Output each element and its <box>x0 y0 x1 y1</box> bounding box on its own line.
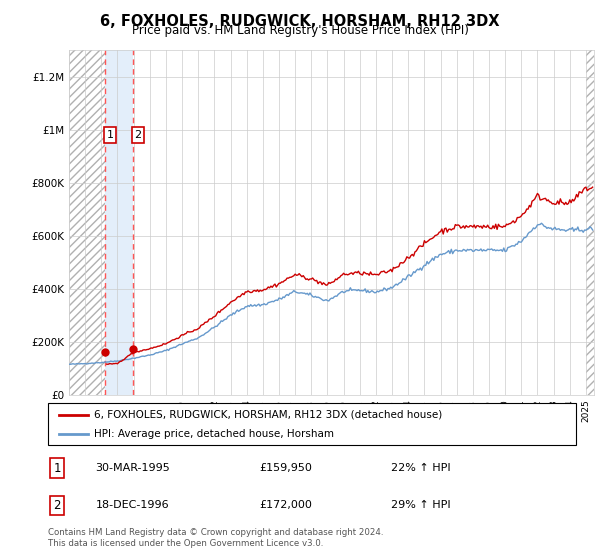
Text: Price paid vs. HM Land Registry's House Price Index (HPI): Price paid vs. HM Land Registry's House … <box>131 24 469 37</box>
Text: 22% ↑ HPI: 22% ↑ HPI <box>391 463 451 473</box>
Text: £172,000: £172,000 <box>259 501 312 510</box>
Text: 29% ↑ HPI: 29% ↑ HPI <box>391 501 451 510</box>
Text: 6, FOXHOLES, RUDGWICK, HORSHAM, RH12 3DX (detached house): 6, FOXHOLES, RUDGWICK, HORSHAM, RH12 3DX… <box>94 410 443 420</box>
Text: 2: 2 <box>53 499 61 512</box>
Text: 1: 1 <box>107 130 113 140</box>
Text: 2: 2 <box>134 130 142 140</box>
Bar <box>69 50 106 395</box>
Bar <box>586 50 594 395</box>
Text: Contains HM Land Registry data © Crown copyright and database right 2024.
This d: Contains HM Land Registry data © Crown c… <box>48 528 383 548</box>
Text: £159,950: £159,950 <box>259 463 312 473</box>
Text: 6, FOXHOLES, RUDGWICK, HORSHAM, RH12 3DX: 6, FOXHOLES, RUDGWICK, HORSHAM, RH12 3DX <box>100 14 500 29</box>
FancyBboxPatch shape <box>48 403 576 445</box>
Text: 1: 1 <box>53 462 61 475</box>
Text: 30-MAR-1995: 30-MAR-1995 <box>95 463 170 473</box>
Text: 18-DEC-1996: 18-DEC-1996 <box>95 501 169 510</box>
Text: HPI: Average price, detached house, Horsham: HPI: Average price, detached house, Hors… <box>94 430 334 439</box>
Bar <box>106 50 133 395</box>
